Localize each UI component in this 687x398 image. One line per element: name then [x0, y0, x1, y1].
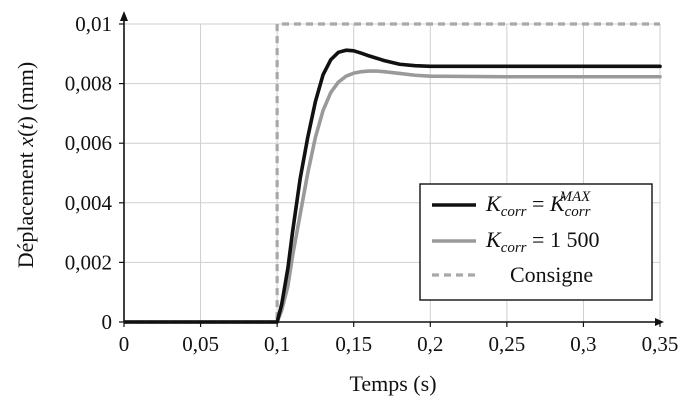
y-tick-label: 0,006	[65, 131, 112, 155]
y-tick-label: 0,008	[65, 72, 112, 96]
legend-label-k1500: Kcorr = 1 500	[485, 227, 599, 256]
y-tick-label: 0,004	[65, 191, 113, 215]
legend: Kcorr = KcorrMAX Kcorr = 1 500 Consigne	[419, 183, 653, 301]
x-tick-label: 0,05	[182, 332, 219, 356]
x-tick-label: 0	[119, 332, 130, 356]
y-axis-arrow	[120, 11, 128, 21]
y-tick-label: 0,01	[75, 12, 112, 36]
series-line-1	[124, 69, 662, 324]
x-tick-label: 0,35	[642, 332, 679, 356]
y-tick-label: 0,002	[65, 250, 112, 274]
y-axis-title: Déplacement x(t) (mm)	[13, 62, 38, 268]
tick-labels: 0 0,05 0,1 0,15 0,2 0,25 0,3 0,35 0 0,002 0,004 0,0…	[65, 12, 679, 356]
series-line-0	[124, 48, 662, 324]
legend-label-kmax: Kcorr = KcorrMAX	[485, 189, 591, 220]
x-tick-label: 0,2	[417, 332, 443, 356]
legend-label-consigne: Consigne	[510, 262, 593, 287]
x-axis-title: Temps (s)	[349, 371, 436, 396]
x-tick-label: 0,15	[335, 332, 372, 356]
x-tick-label: 0,25	[488, 332, 525, 356]
x-tick-label: 0,1	[264, 332, 290, 356]
y-tick-label: 0	[102, 310, 113, 334]
x-tick-label: 0,3	[570, 332, 596, 356]
